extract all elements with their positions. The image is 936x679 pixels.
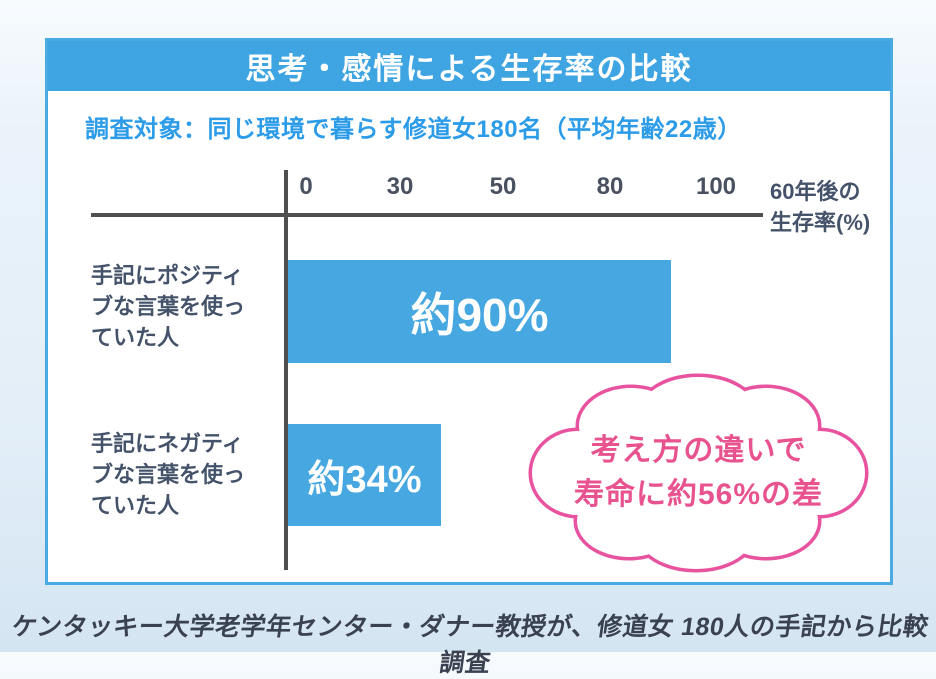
x-axis-unit-line1: 60年後の bbox=[770, 179, 861, 204]
x-tick-30: 30 bbox=[386, 173, 414, 200]
x-axis-unit-line2: 生存率(%) bbox=[770, 210, 871, 235]
chart-title: 思考・感情による生存率の比較 bbox=[245, 53, 693, 86]
category-positive-line2: ブな言葉を使っ bbox=[91, 294, 246, 319]
page: 思考・感情による生存率の比較 調査対象：同じ環境で暮らす修道女180名（平均年齢… bbox=[10, 38, 930, 677]
x-tick-80: 80 bbox=[596, 173, 624, 200]
category-negative-line3: ていた人 bbox=[91, 493, 180, 518]
category-negative-line2: ブな言葉を使っ bbox=[91, 462, 246, 487]
x-axis-unit-label: 60年後の 生存率(%) bbox=[770, 176, 870, 238]
category-label-negative: 手記にネガティ ブな言葉を使っ ていた人 bbox=[91, 428, 286, 521]
bar-negative-34: 約34% bbox=[288, 424, 441, 526]
category-positive-line1: 手記にポジティ bbox=[91, 263, 244, 288]
bar-negative-value: 約34% bbox=[307, 458, 422, 501]
callout-line2: 寿命に約56%の差 bbox=[573, 478, 824, 511]
category-label-positive: 手記にポジティ ブな言葉を使っ ていた人 bbox=[91, 260, 286, 353]
survey-subject-subtitle: 調査対象：同じ環境で暮らす修道女180名（平均年齢22歳） bbox=[85, 116, 742, 143]
chart-panel: 思考・感情による生存率の比較 調査対象：同じ環境で暮らす修道女180名（平均年齢… bbox=[45, 38, 893, 585]
x-axis-line bbox=[91, 213, 763, 217]
x-tick-0: 0 bbox=[299, 173, 313, 200]
callout-cloud: 考え方の違いで 寿命に約56%の差 bbox=[526, 371, 871, 576]
chart-title-bar: 思考・感情による生存率の比較 bbox=[48, 41, 890, 91]
category-negative-line1: 手記にネガティ bbox=[91, 431, 244, 456]
y-axis-line bbox=[284, 170, 288, 570]
source-caption: ケンタッキー大学老学年センター・ダナー教授が、修道女 180人の手記から比較調査 bbox=[10, 613, 931, 677]
cloud-shape-icon bbox=[528, 373, 869, 573]
x-tick-50: 50 bbox=[489, 173, 517, 200]
bar-positive-90: 約90% bbox=[288, 260, 671, 363]
category-positive-line3: ていた人 bbox=[91, 325, 180, 350]
x-tick-100: 100 bbox=[695, 173, 737, 200]
callout-line1: 考え方の違いで bbox=[590, 434, 807, 467]
bar-chart: 0 30 50 80 100 60年後の 生存率(%) 手記にポジティ ブな言葉… bbox=[48, 41, 890, 582]
bar-positive-value: 約90% bbox=[410, 288, 549, 341]
callout-text: 考え方の違いで 寿命に約56%の差 bbox=[526, 429, 871, 517]
